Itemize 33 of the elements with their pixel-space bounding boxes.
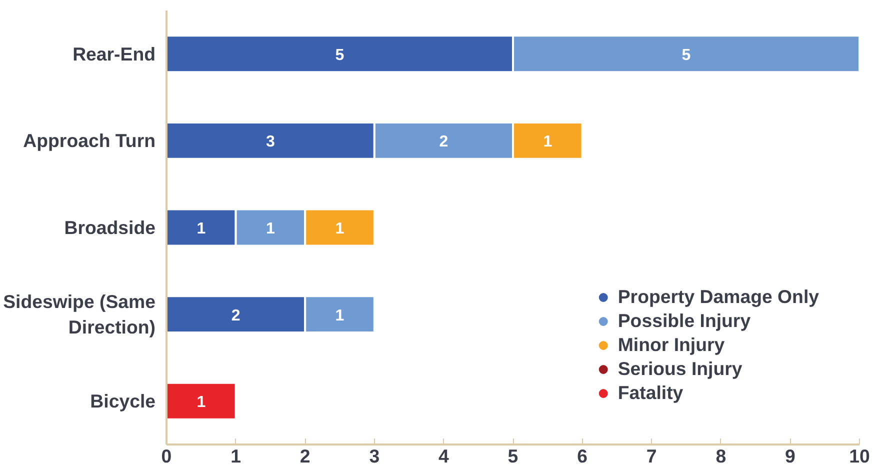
x-tick-label: 10 — [849, 446, 870, 465]
y-tick-label: Broadside — [64, 217, 156, 238]
data-label: 1 — [335, 307, 344, 324]
y-tick-label: Bicycle — [90, 390, 156, 412]
y-tick-label: Sideswipe (Same Direction) — [3, 291, 156, 338]
x-tick-label: 8 — [716, 446, 726, 465]
y-tick-label: Rear-End — [72, 43, 156, 64]
data-label: 2 — [439, 134, 448, 151]
data-label: 1 — [196, 220, 206, 238]
legend-label: Serious Injury — [618, 358, 742, 380]
data-label: 2 — [231, 307, 240, 324]
legend-label: Minor Injury — [618, 334, 725, 356]
data-label: 1 — [196, 394, 206, 412]
x-tick-label: 5 — [508, 446, 518, 465]
data-label: 5 — [335, 46, 344, 64]
data-label: 1 — [266, 220, 275, 238]
x-tick-label: 6 — [577, 446, 588, 465]
x-tick-label: 3 — [369, 446, 380, 465]
x-tick-label: 9 — [785, 446, 796, 465]
x-tick-label: 0 — [161, 446, 172, 465]
data-label: 3 — [266, 134, 275, 151]
bar — [166, 382, 237, 420]
x-tick-label: 1 — [230, 446, 242, 465]
data-label: 1 — [543, 134, 552, 151]
data-label: 5 — [682, 46, 691, 64]
x-tick-label: 4 — [438, 446, 450, 465]
legend-label: Property Damage Only — [618, 286, 819, 308]
legend-label: Fatality — [618, 382, 684, 404]
legend-label: Possible Injury — [618, 310, 751, 332]
x-tick-label: 7 — [646, 446, 657, 465]
x-tick-label: 2 — [300, 446, 310, 465]
data-label: 1 — [335, 220, 344, 238]
y-tick-label: Approach Turn — [23, 130, 156, 152]
